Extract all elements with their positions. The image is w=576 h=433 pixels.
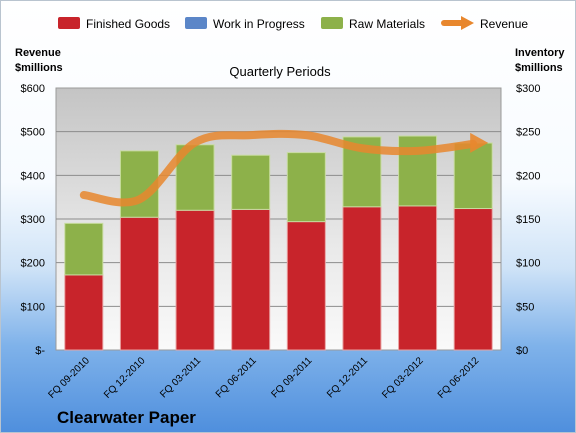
category-label: FQ 12-2010 — [102, 355, 148, 401]
bar-finished-goods — [231, 208, 271, 351]
bar-finished-goods — [398, 205, 438, 351]
category-label: FQ 03-2011 — [158, 355, 203, 400]
right-tick-label: $200 — [516, 170, 540, 182]
legend-label-work-in-progress: Work in Progress — [213, 17, 305, 31]
legend-swatch-work-in-progress — [185, 17, 207, 29]
left-tick-label: $500 — [21, 127, 45, 139]
category-labels: FQ 09-2010 FQ 12-2010 FQ 03-2011 FQ 06-2011… — [46, 355, 481, 401]
left-tick-label: $600 — [21, 83, 45, 95]
revenue-line — [79, 129, 478, 207]
legend-swatch-raw-materials — [321, 17, 343, 29]
right-axis-title-line1: Inventory — [515, 47, 565, 59]
right-tick-label: $0 — [516, 345, 528, 357]
category-label: FQ 06-2012 — [436, 355, 482, 401]
bar-finished-goods — [286, 221, 326, 351]
category-label: FQ 09-2010 — [46, 355, 92, 401]
bar-finished-goods — [64, 274, 104, 351]
left-tick-label: $300 — [21, 214, 45, 226]
right-axis-title-line2: $millions — [515, 62, 563, 74]
legend: Finished Goods Work in Progress Raw Mate… — [58, 16, 528, 31]
company-name: Clearwater Paper — [57, 408, 196, 427]
left-tick-label: $200 — [21, 258, 45, 270]
legend-swatch-finished-goods — [58, 17, 80, 29]
left-axis-title-line2: $millions — [15, 62, 63, 74]
revenue-line-group — [79, 129, 489, 207]
bar-raw-materials — [231, 154, 271, 210]
right-tick-label: $50 — [516, 301, 534, 313]
right-tick-label: $300 — [516, 83, 540, 95]
category-label: FQ 03-2012 — [380, 355, 426, 401]
bar-raw-materials — [453, 142, 493, 210]
chart-title: Quarterly Periods — [229, 64, 331, 79]
bar-finished-goods — [342, 206, 382, 351]
bar-finished-goods — [175, 209, 215, 351]
left-axis-ticks: $- $100 $200 $300 $400 $500 $600 — [21, 83, 46, 357]
legend-label-revenue: Revenue — [480, 17, 528, 31]
legend-label-finished-goods: Finished Goods — [86, 17, 170, 31]
right-tick-label: $150 — [516, 214, 540, 226]
left-tick-label: $- — [35, 345, 45, 357]
right-axis-ticks: $0 $50 $100 $150 $200 $250 $300 — [516, 83, 540, 357]
bar-raw-materials — [64, 222, 104, 276]
left-axis-title-line1: Revenue — [15, 47, 61, 59]
right-tick-label: $250 — [516, 127, 540, 139]
bar-finished-goods — [453, 208, 493, 351]
bar-raw-materials — [286, 152, 326, 223]
category-label: FQ 12-2011 — [325, 355, 370, 400]
category-label: FQ 06-2011 — [214, 355, 259, 400]
bar-finished-goods — [119, 216, 159, 351]
revenue-arrowhead — [470, 132, 489, 153]
category-label: FQ 09-2011 — [269, 355, 314, 400]
left-tick-label: $400 — [21, 170, 45, 182]
left-tick-label: $100 — [21, 301, 45, 313]
legend-swatch-revenue — [441, 16, 474, 30]
legend-label-raw-materials: Raw Materials — [349, 17, 425, 31]
right-tick-label: $100 — [516, 258, 540, 270]
